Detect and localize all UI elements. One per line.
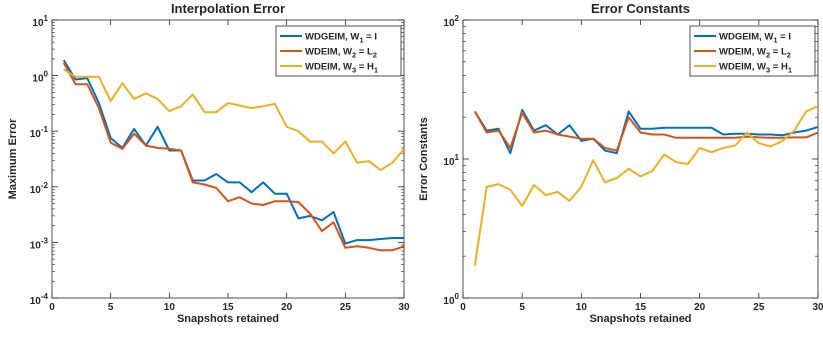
x-tick-label: 5 bbox=[108, 302, 114, 313]
y-tick-label: 101 bbox=[32, 14, 48, 29]
x-tick-label: 15 bbox=[635, 302, 647, 313]
x-tick-label: 10 bbox=[164, 302, 176, 313]
y-tick-label: 10-4 bbox=[30, 292, 49, 307]
x-tick-label: 30 bbox=[812, 302, 823, 313]
y-tick-label: 101 bbox=[443, 153, 459, 168]
x-tick-label: 20 bbox=[281, 302, 293, 313]
y-tick-label: 10-3 bbox=[30, 236, 49, 251]
chart-interpolation-error: 10-4 10-3 10-2 10-1 100 101 0 5 10 15 20 25 30 Interp… bbox=[7, 1, 410, 325]
x-tick-label: 10 bbox=[576, 302, 588, 313]
x-tick-label: 25 bbox=[340, 302, 352, 313]
series-group bbox=[62, 59, 404, 252]
legend-entry-1: WDGEIM, W1 = I bbox=[719, 32, 791, 45]
y-tick-label: 100 bbox=[32, 70, 48, 85]
x-tick-label: 0 bbox=[460, 302, 466, 313]
series-line-3 bbox=[473, 105, 818, 267]
series-group bbox=[473, 105, 818, 267]
x-axis-label: Snapshots retained bbox=[177, 313, 279, 325]
x-tick-label: 5 bbox=[519, 302, 525, 313]
y-tick-label: 10-2 bbox=[30, 181, 49, 196]
y-tick-label: 10-1 bbox=[30, 125, 49, 140]
x-tick-label: 0 bbox=[49, 302, 55, 313]
legend-entry-2: WDEIM, W2 = L2 bbox=[305, 47, 377, 60]
legend-entry-3: WDEIM, W3 = H1 bbox=[305, 62, 378, 75]
legend-entry-2: WDEIM, W2 = L2 bbox=[719, 47, 791, 60]
x-tick-label: 15 bbox=[222, 302, 234, 313]
x-tick-label: 25 bbox=[753, 302, 765, 313]
y-tick-label: 100 bbox=[443, 292, 459, 307]
chart-title: Error Constants bbox=[591, 1, 690, 16]
y-axis-label: Error Constants bbox=[418, 117, 430, 201]
chart-error-constants: 100 101 102 0 5 10 15 20 25 30 Error Constants Snap… bbox=[418, 1, 823, 325]
series-line-3 bbox=[63, 68, 404, 172]
x-axis-label: Snapshots retained bbox=[589, 313, 691, 325]
x-tick-label: 30 bbox=[398, 302, 410, 313]
y-axis-label: Maximum Error bbox=[7, 118, 19, 199]
series-line-2 bbox=[473, 110, 818, 152]
y-tick-label: 102 bbox=[443, 14, 459, 29]
series-line-1 bbox=[473, 109, 818, 155]
series-line-1 bbox=[62, 59, 404, 245]
x-tick-label: 20 bbox=[694, 302, 706, 313]
series-line-2 bbox=[62, 62, 404, 252]
legend-entry-1: WDGEIM, W1 = I bbox=[305, 32, 377, 45]
chart-title: Interpolation Error bbox=[171, 1, 285, 16]
legend-entry-3: WDEIM, W3 = H1 bbox=[719, 62, 792, 75]
